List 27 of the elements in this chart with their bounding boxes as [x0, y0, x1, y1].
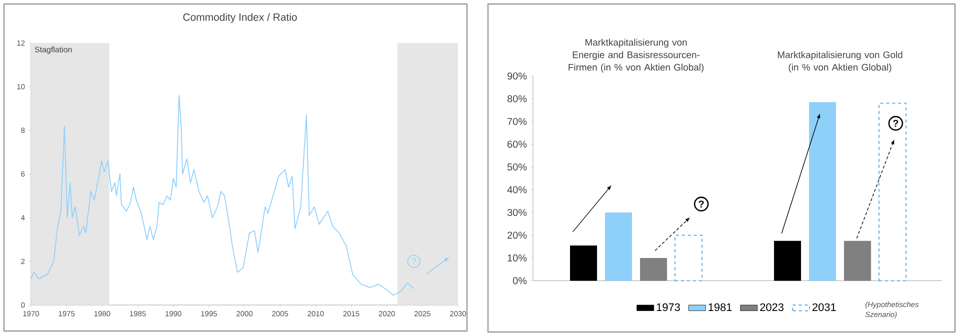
y-tick-label: 40% [507, 186, 527, 194]
annotation: ? [412, 258, 416, 264]
bar [674, 234, 703, 282]
x-tick-label: Marktkapitalisierung von Gold (in % von Aktien Global) [778, 51, 902, 72]
y-tick-label: 0% [512, 277, 527, 284]
bar [774, 240, 802, 281]
bar [809, 102, 836, 281]
annotation: ? [893, 120, 898, 127]
y-tick-label: 70% [508, 118, 527, 126]
bar [570, 245, 598, 281]
y-tick-label: 80% [507, 95, 527, 102]
y-tick-label: 30% [507, 208, 527, 216]
y-tick-label: 60% [508, 140, 527, 148]
bar [878, 102, 907, 282]
legend-label: 2023 [760, 303, 784, 312]
y-tick-label: 50% [507, 163, 527, 171]
y-tick-label: 10% [508, 254, 527, 262]
line-series [30, 94, 414, 296]
legend-label: 1981 [708, 303, 732, 312]
bar [605, 212, 632, 281]
x-tick-label: Marktkapitalisierung von Energie and Basisressourcen-Firmen (in % von Aktien Global) [568, 38, 704, 72]
legend-label: 1973 [656, 303, 680, 312]
chart-title: Commodity Index / Ratio [183, 13, 297, 23]
legend-label: 2031 [812, 303, 836, 312]
y-tick-label: 20% [508, 232, 527, 239]
annotation: ? [698, 200, 704, 208]
y-tick-label: 90% [508, 72, 527, 80]
